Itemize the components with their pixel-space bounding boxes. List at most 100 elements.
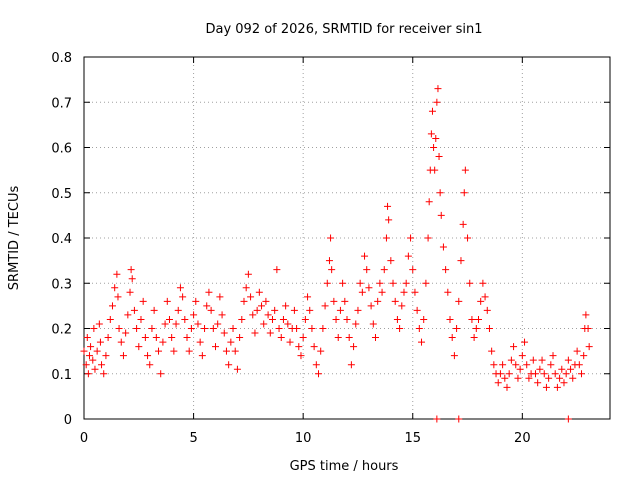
y-axis-label: SRMTID / TECUs [7,186,22,291]
data-point [549,352,557,360]
data-point [83,334,91,342]
data-point [264,311,272,319]
data-point [84,370,92,378]
data-point [260,320,268,328]
data-point [446,315,454,323]
data-point [369,320,377,328]
data-point [496,370,504,378]
data-point [279,315,287,323]
data-point [157,370,165,378]
data-point [301,315,309,323]
data-point [135,343,143,351]
data-point [460,189,468,197]
data-point [343,315,351,323]
data-point [531,370,539,378]
data-point [455,297,463,305]
x-tick-label: 15 [404,431,421,446]
data-point [258,302,266,310]
data-point [341,297,349,305]
data-point [525,374,533,382]
data-point [529,356,537,364]
data-point [432,134,440,142]
data-point [227,338,235,346]
data-point [560,379,568,387]
data-point [424,234,432,242]
data-point [209,325,217,332]
data-point [315,370,323,378]
data-point [453,325,461,332]
data-point [431,166,439,174]
data-point [297,352,305,360]
data-point [247,293,255,301]
data-point [114,293,122,301]
data-point [356,279,364,287]
data-point [115,325,123,332]
data-point [96,338,104,346]
data-point [575,361,583,369]
data-point [450,352,458,360]
data-point [201,325,209,332]
data-point [161,320,169,328]
data-point [304,293,312,301]
data-point [567,365,575,373]
data-point [282,302,290,310]
data-point [503,383,511,391]
data-point [325,257,333,265]
data-point [238,315,246,323]
x-axis-ticks: 0 5 10 15 20 [80,57,531,446]
data-point [468,315,476,323]
data-point [168,334,176,342]
data-point [170,347,178,355]
data-point [295,343,303,351]
data-point [367,302,375,310]
data-point [564,415,572,423]
data-point [490,361,498,369]
data-point [90,325,98,332]
data-point [139,297,147,305]
data-point [398,302,406,310]
data-point [505,370,513,378]
data-point [253,306,261,314]
data-point [427,130,435,138]
data-point [365,284,373,292]
data-point [218,311,226,319]
data-point [323,279,331,287]
data-point [299,334,307,342]
data-point [389,279,397,287]
data-point [150,306,158,314]
y-tick-label: 0.2 [51,323,72,338]
data-point [130,306,138,314]
data-point [507,356,515,364]
data-point [523,361,531,369]
data-point [477,297,485,305]
data-point [80,347,88,355]
data-point [556,374,564,382]
data-point [242,284,250,292]
data-point [418,338,426,346]
data-point [319,325,327,332]
data-point [108,302,116,310]
y-tick-label: 0.7 [51,96,72,111]
data-point [396,325,404,332]
data-point [558,365,566,373]
data-point [363,266,371,274]
data-point [378,288,386,296]
data-point [332,315,340,323]
data-point [538,356,546,364]
data-point [582,311,590,319]
data-point [262,297,270,305]
data-point [85,352,93,360]
data-point [159,338,167,346]
data-point [564,356,572,364]
data-point [436,189,444,197]
data-point [306,306,314,314]
data-point [542,383,550,391]
data-point [152,334,160,342]
data-point [376,279,384,287]
data-point [220,329,228,337]
data-point [352,320,360,328]
data-point [127,266,135,274]
data-point [470,334,478,342]
data-point [192,297,200,305]
